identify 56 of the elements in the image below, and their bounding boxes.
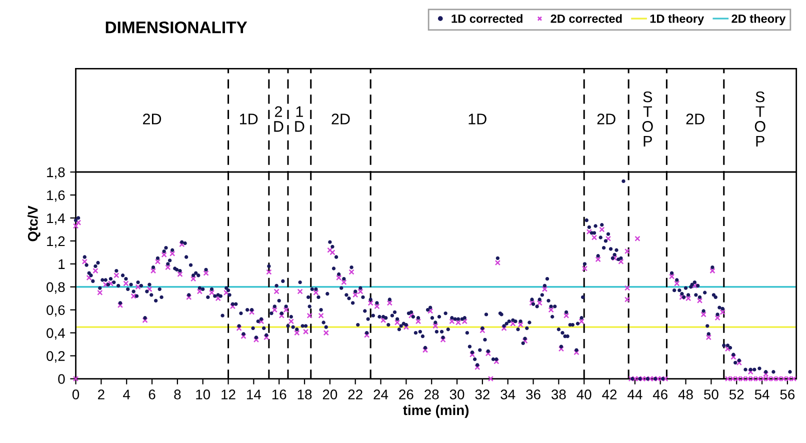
y-tick-label: 1,2 — [47, 236, 65, 248]
annotation: 2 D — [274, 106, 284, 132]
x-tick-label: 24 — [374, 390, 388, 400]
annotation: 1D — [240, 114, 258, 124]
x-tick-label: 10 — [196, 390, 210, 400]
x-tick-label: 2 — [98, 390, 104, 400]
x-tick-label: 40 — [576, 390, 592, 400]
x-tick-label: 50 — [704, 390, 718, 400]
x-tick-label: 38 — [551, 390, 566, 400]
y-tick-label: 1,8 — [47, 167, 65, 179]
annotation: S T O P — [754, 91, 766, 146]
y-tick-label: 1,6 — [47, 190, 65, 202]
annotation: 2D — [143, 114, 162, 124]
x-tick-label: 18 — [298, 390, 312, 400]
x-tick-label: 44 — [628, 390, 642, 400]
x-tick-label: 54 — [754, 390, 770, 400]
y-tick-label: 1,4 — [47, 213, 65, 225]
x-axis-title: time (min) — [403, 404, 469, 418]
y-axis-title: Qtc/V — [28, 206, 40, 242]
x-tick-label: 14 — [247, 390, 261, 400]
y-tick-label: 0 — [58, 374, 65, 384]
x-tick-label: 48 — [678, 390, 693, 400]
annotation: 1D — [468, 114, 486, 124]
annotation: 2D — [597, 114, 616, 124]
y-tick-label: 0,6 — [46, 305, 65, 317]
x-tick-label: 8 — [174, 390, 181, 400]
legend-label: 1D theory — [650, 14, 704, 26]
x-tick-label: 12 — [222, 390, 236, 400]
chart-title: DIMENSIONALITY — [106, 21, 248, 34]
x-tick-label: 42 — [602, 390, 617, 400]
y-tick-label: 0,8 — [46, 282, 65, 294]
legend-label: 2D corrected — [550, 14, 622, 23]
legend-label: 2D theory — [732, 14, 786, 26]
x-tick-label: 22 — [348, 390, 362, 400]
x-tick-label: 36 — [526, 390, 540, 400]
x-tick-label: 4 — [123, 390, 130, 400]
x-tick-label: 20 — [322, 390, 338, 400]
x-tick-label: 34 — [500, 390, 516, 400]
x-tick-label: 6 — [148, 390, 156, 400]
annotation: S T O P — [642, 91, 653, 146]
x-tick-label: 28 — [424, 390, 439, 400]
annotation: 2D — [332, 114, 350, 124]
annotation: 1 D — [295, 106, 304, 132]
y-tick-label: 0,4 — [46, 328, 65, 340]
x-tick-label: 26 — [399, 390, 414, 400]
x-tick-label: 16 — [272, 390, 286, 400]
y-tick-label: 0,2 — [46, 351, 65, 363]
x-tick-label: 56 — [780, 390, 795, 400]
x-tick-label: 0 — [72, 390, 80, 400]
x-tick-label: 32 — [475, 390, 490, 400]
legend-label: 1D corrected — [452, 14, 522, 23]
x-tick-label: 52 — [729, 390, 744, 400]
x-tick-label: 30 — [450, 390, 464, 400]
annotation: 2D — [686, 114, 704, 124]
y-tick-label: 1 — [58, 259, 65, 269]
x-tick-label: 46 — [652, 390, 668, 400]
